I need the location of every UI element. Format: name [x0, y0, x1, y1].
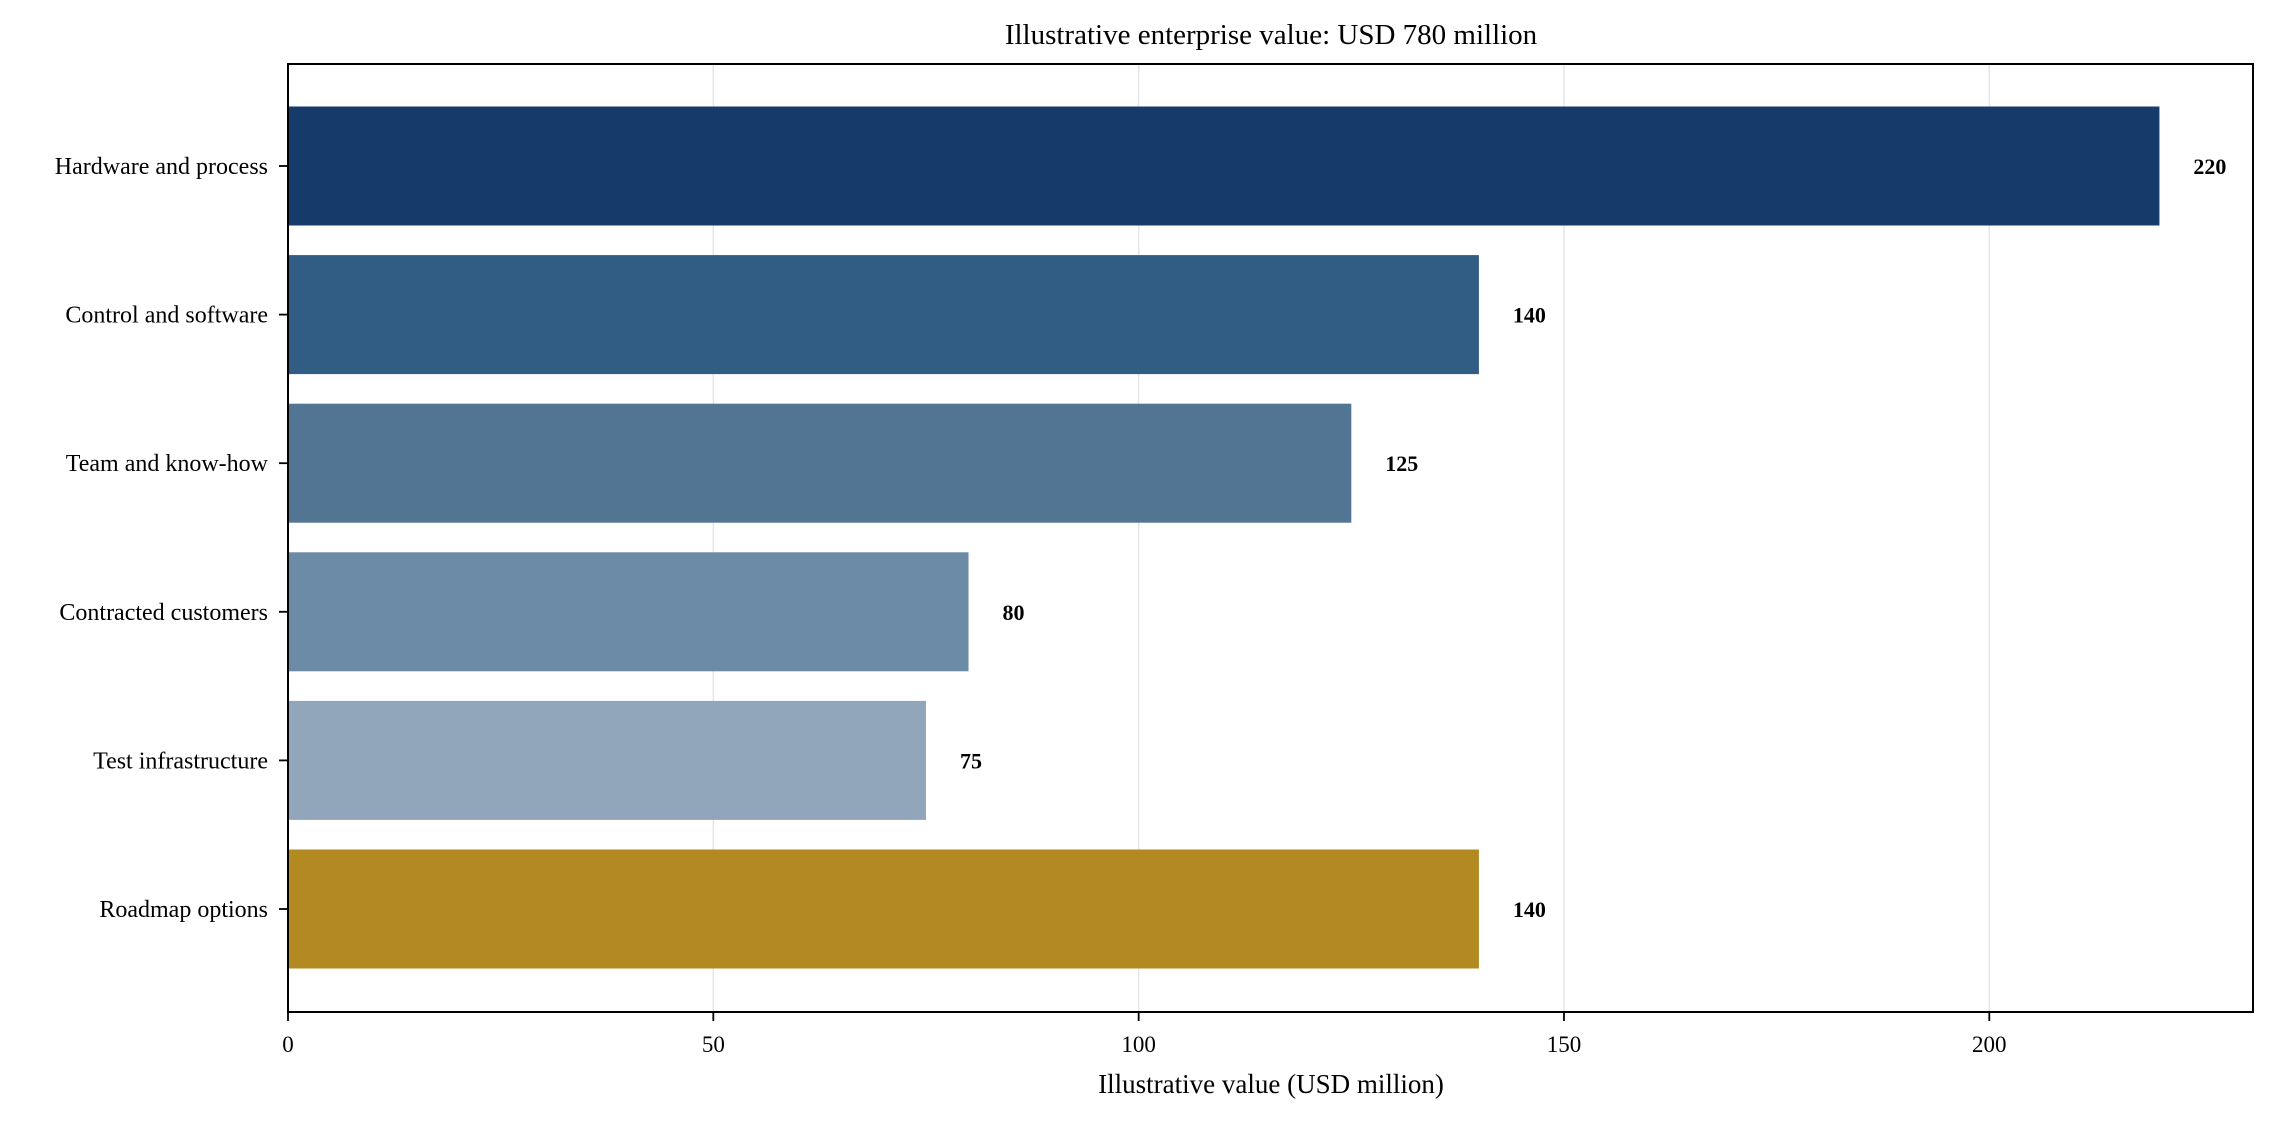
plot-frame	[287, 63, 2254, 1013]
data-label: 75	[960, 748, 982, 773]
bar	[288, 849, 1479, 969]
x-tick-label: 0	[282, 1032, 294, 1057]
x-tick-label: 150	[1547, 1032, 1582, 1057]
category-label: Test infrastructure	[93, 748, 268, 774]
bar	[288, 700, 926, 820]
data-label: 80	[1003, 600, 1025, 625]
x-axis: 0 50 100 150 200	[282, 1012, 2007, 1057]
bars	[288, 106, 2160, 969]
data-label: 220	[2193, 154, 2226, 179]
x-tick-label: 100	[1121, 1032, 1156, 1057]
chart-title: Illustrative enterprise value: USD 780 m…	[1005, 19, 1538, 51]
x-tick-label: 50	[702, 1032, 725, 1057]
category-label: Contracted customers	[59, 600, 268, 626]
bar	[288, 255, 1479, 375]
category-label: Roadmap options	[99, 897, 268, 923]
category-label: Team and know-how	[66, 451, 269, 477]
data-label: 125	[1385, 451, 1418, 476]
bar	[288, 403, 1352, 523]
category-label: Control and software	[65, 303, 268, 329]
bar	[288, 552, 969, 672]
bar	[288, 106, 2160, 226]
x-tick-label: 200	[1972, 1032, 2007, 1057]
x-axis-label: Illustrative value (USD million)	[1098, 1069, 1444, 1099]
data-label: 140	[1513, 303, 1546, 328]
y-axis: Hardware and process Control and software…	[55, 154, 288, 923]
data-label: 140	[1513, 897, 1546, 922]
category-label: Hardware and process	[55, 154, 268, 180]
data-labels: 220 140 125 80 75 140	[960, 154, 2226, 922]
